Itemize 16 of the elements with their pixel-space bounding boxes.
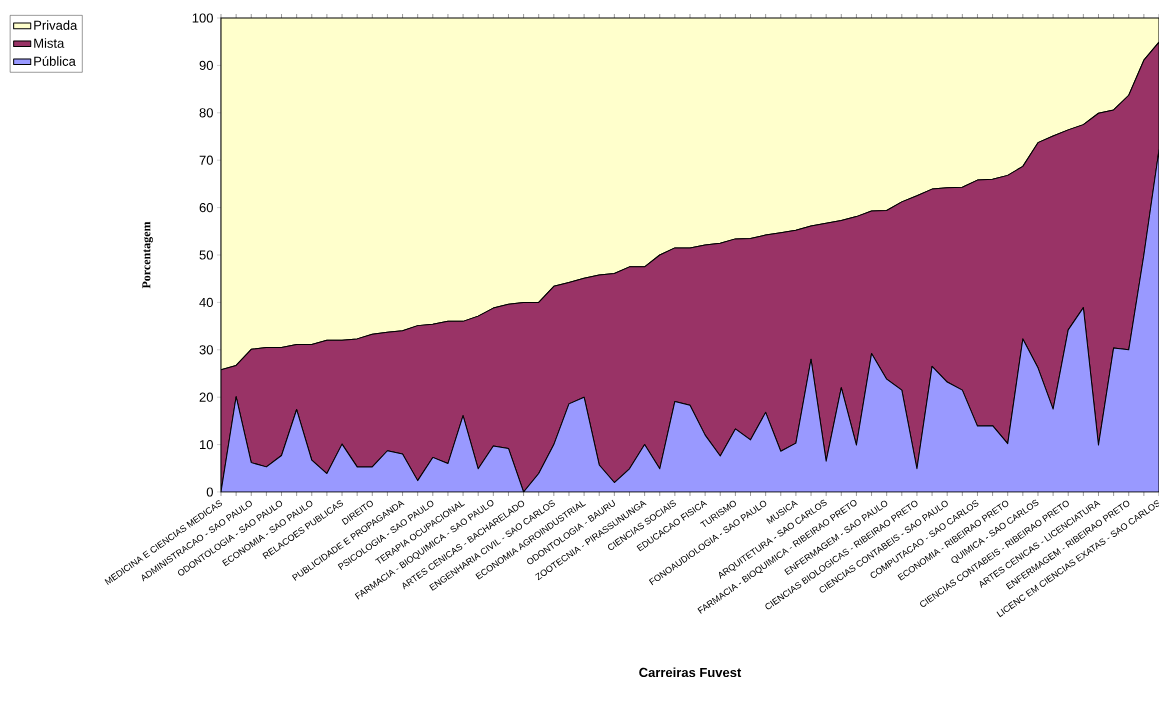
y-tick-label: 0 xyxy=(206,487,213,497)
y-tick-label: 20 xyxy=(199,392,213,402)
y-tick-label: 50 xyxy=(199,250,213,260)
legend-label: Pública xyxy=(34,56,76,66)
legend-label: Privada xyxy=(34,20,78,30)
y-tick-label: 90 xyxy=(199,60,213,70)
y-tick-label: 100 xyxy=(192,13,213,23)
legend-label: Mista xyxy=(34,38,65,48)
y-tick-label: 60 xyxy=(199,202,213,213)
y-axis-title: Porcentagem xyxy=(142,221,153,289)
y-tick-label: 80 xyxy=(199,108,213,118)
y-tick-label: 30 xyxy=(199,345,213,355)
y-tick-label: 70 xyxy=(199,155,213,165)
y-tick-label: 10 xyxy=(200,439,213,450)
y-tick-label: 40 xyxy=(199,297,213,307)
x-axis-title: Carreiras Fuvest xyxy=(639,667,742,678)
